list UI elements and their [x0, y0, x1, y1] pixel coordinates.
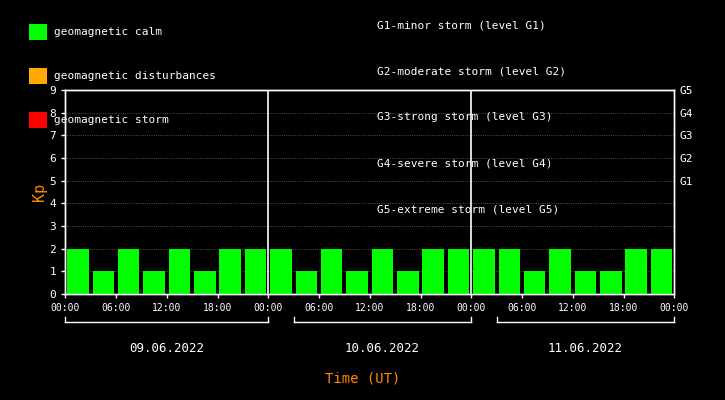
Text: G3-strong storm (level G3): G3-strong storm (level G3): [377, 112, 552, 122]
Bar: [169, 249, 190, 294]
Text: 09.06.2022: 09.06.2022: [129, 342, 204, 355]
Text: G4-severe storm (level G4): G4-severe storm (level G4): [377, 158, 552, 168]
Bar: [600, 271, 621, 294]
Bar: [473, 249, 494, 294]
Bar: [118, 249, 139, 294]
Bar: [93, 271, 114, 294]
Bar: [347, 271, 368, 294]
Bar: [575, 271, 596, 294]
Bar: [372, 249, 393, 294]
Bar: [499, 249, 520, 294]
Bar: [626, 249, 647, 294]
Text: G5-extreme storm (level G5): G5-extreme storm (level G5): [377, 204, 559, 214]
Text: G2-moderate storm (level G2): G2-moderate storm (level G2): [377, 66, 566, 76]
Bar: [67, 249, 88, 294]
Bar: [423, 249, 444, 294]
Text: 10.06.2022: 10.06.2022: [345, 342, 420, 355]
Bar: [321, 249, 342, 294]
Bar: [194, 271, 215, 294]
Text: geomagnetic storm: geomagnetic storm: [54, 115, 169, 125]
Bar: [220, 249, 241, 294]
Bar: [448, 249, 469, 294]
Bar: [524, 271, 545, 294]
Text: geomagnetic calm: geomagnetic calm: [54, 27, 162, 37]
Bar: [651, 249, 672, 294]
Bar: [397, 271, 418, 294]
Bar: [270, 249, 291, 294]
Bar: [245, 249, 266, 294]
Bar: [144, 271, 165, 294]
Y-axis label: Kp: Kp: [32, 183, 46, 201]
Text: 11.06.2022: 11.06.2022: [548, 342, 623, 355]
Text: geomagnetic disturbances: geomagnetic disturbances: [54, 71, 216, 81]
Text: Time (UT): Time (UT): [325, 372, 400, 386]
Bar: [550, 249, 571, 294]
Bar: [296, 271, 317, 294]
Text: G1-minor storm (level G1): G1-minor storm (level G1): [377, 20, 546, 30]
